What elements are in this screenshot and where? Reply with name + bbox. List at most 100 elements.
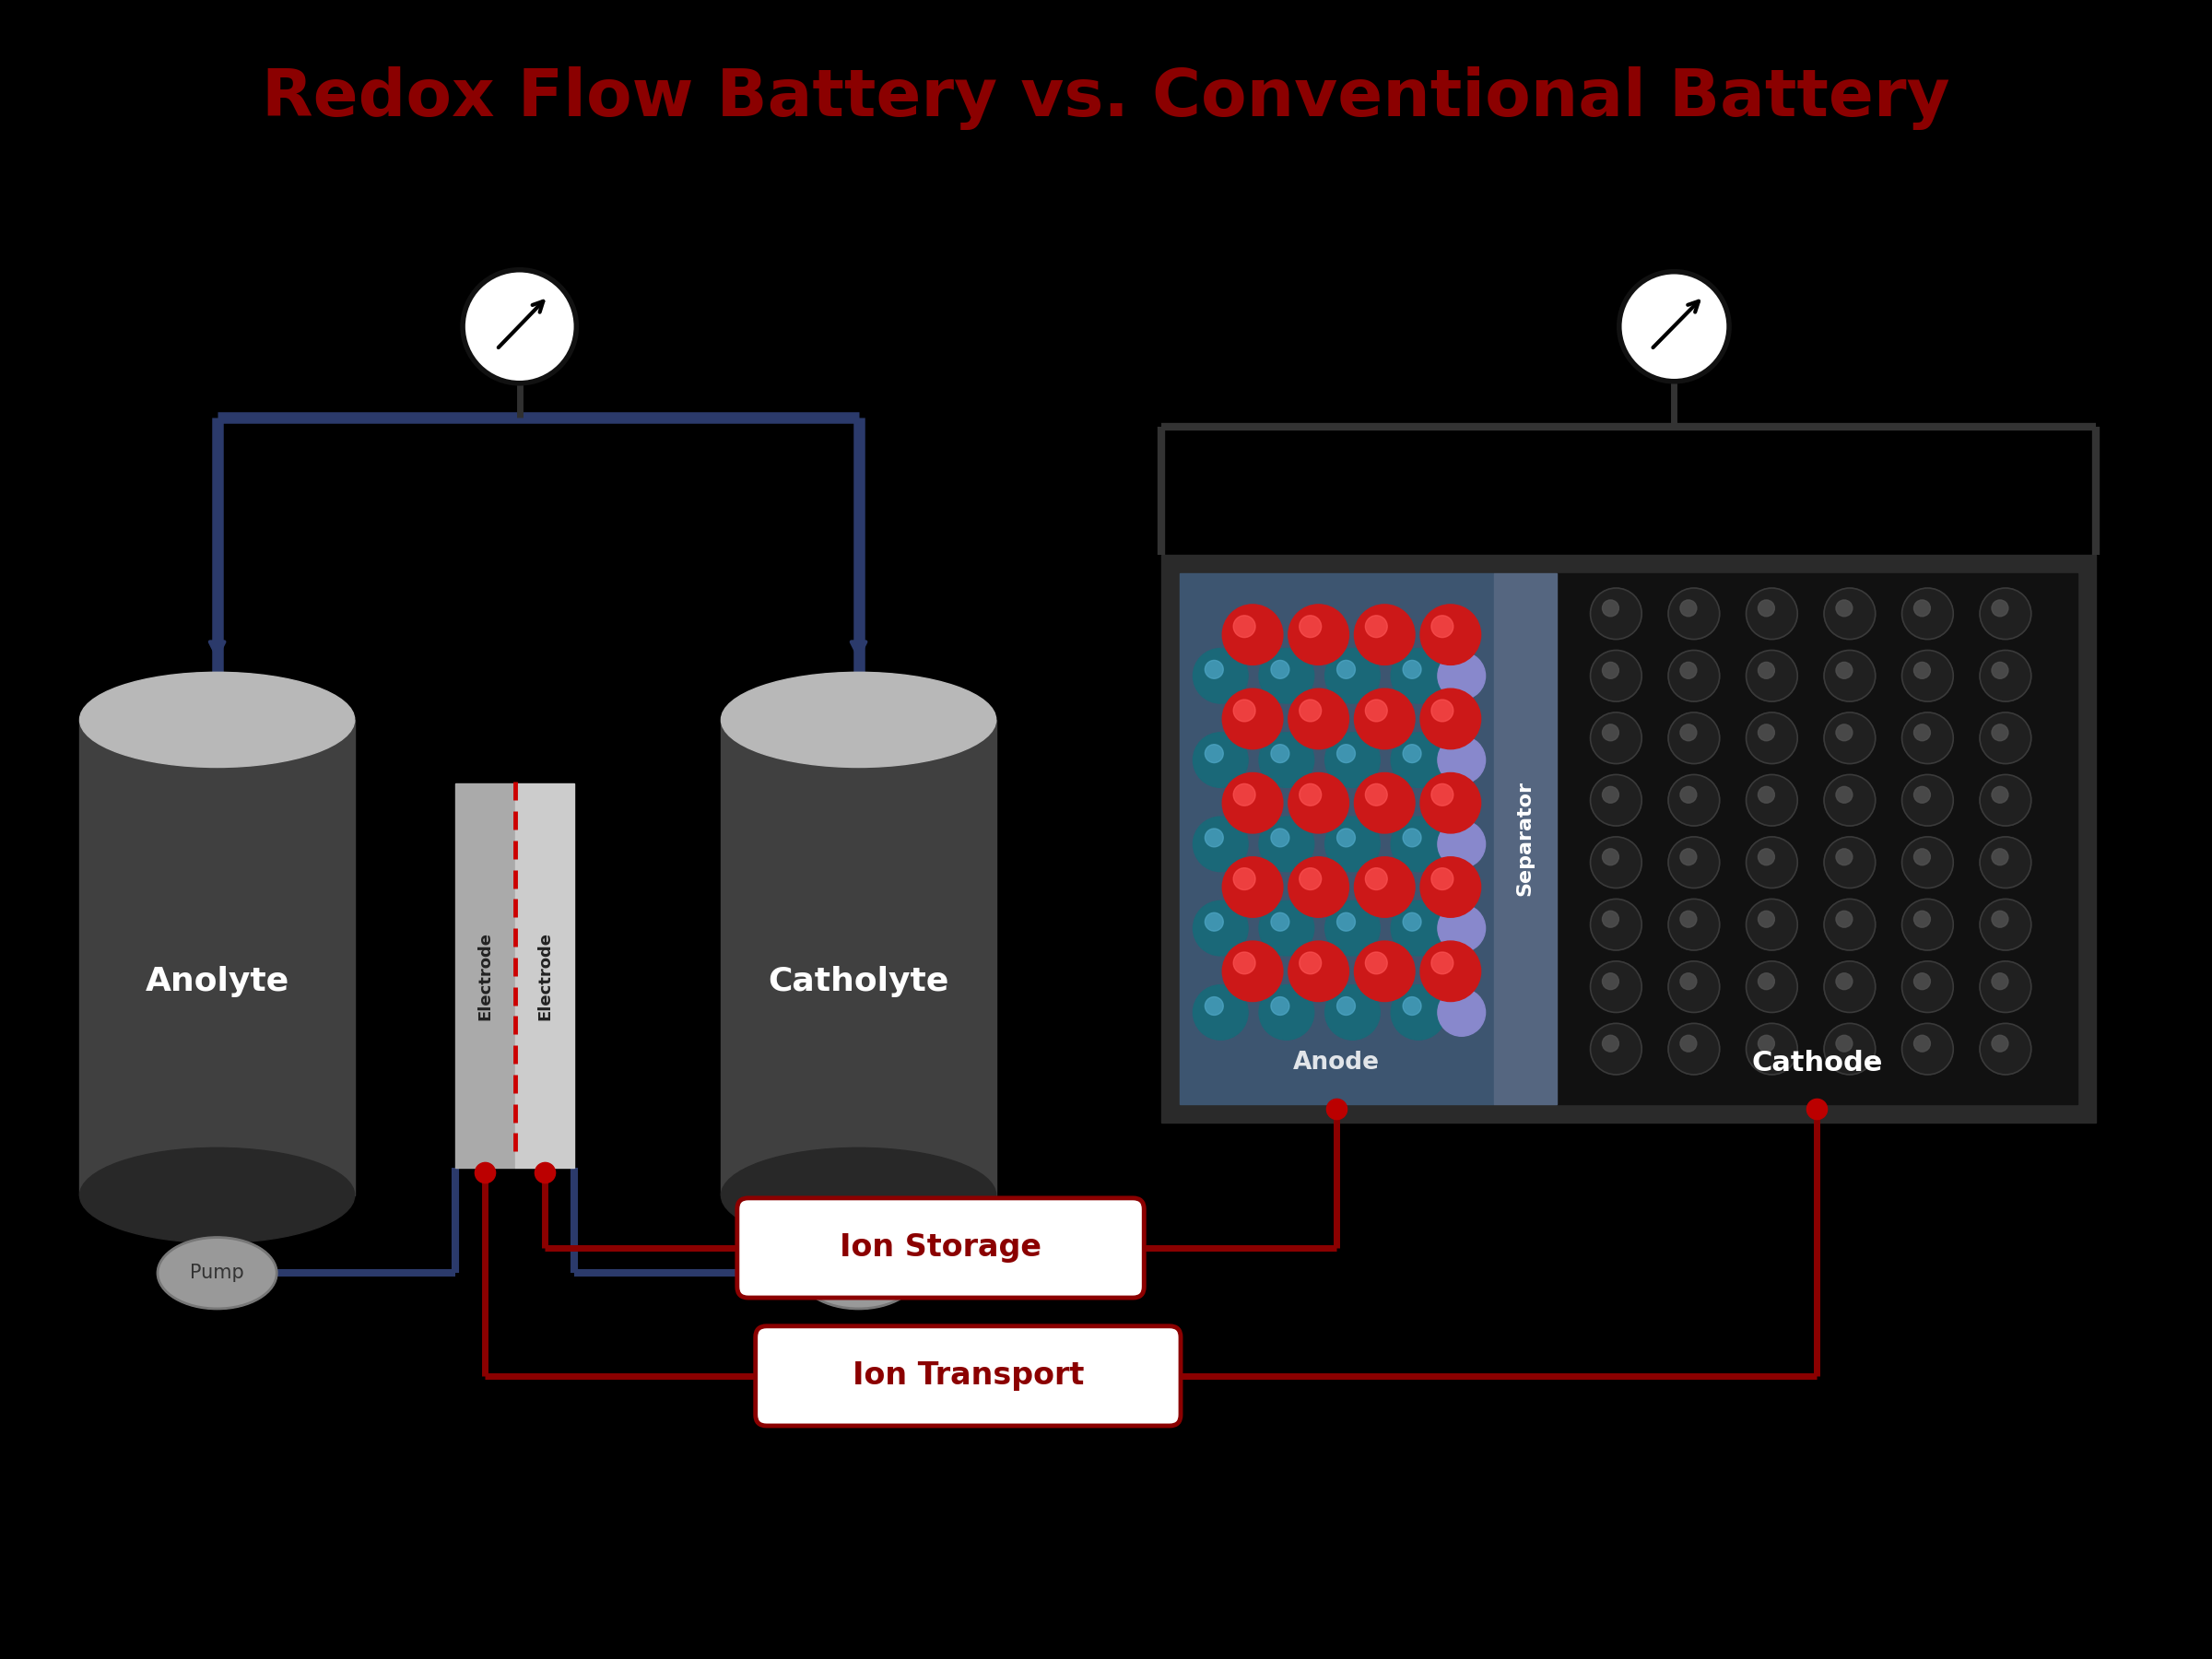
Circle shape bbox=[1223, 858, 1283, 917]
Circle shape bbox=[1668, 1024, 1719, 1075]
Circle shape bbox=[1759, 725, 1774, 742]
Circle shape bbox=[1759, 662, 1774, 679]
Text: Ion Transport: Ion Transport bbox=[852, 1360, 1084, 1392]
Circle shape bbox=[1601, 662, 1619, 679]
Circle shape bbox=[1206, 997, 1223, 1015]
Circle shape bbox=[1420, 941, 1480, 1002]
Circle shape bbox=[1272, 828, 1290, 846]
Circle shape bbox=[1902, 899, 1953, 951]
Circle shape bbox=[1836, 849, 1851, 864]
Circle shape bbox=[1902, 775, 1953, 826]
Text: Anode: Anode bbox=[1294, 1050, 1380, 1075]
Circle shape bbox=[1192, 649, 1248, 703]
Circle shape bbox=[1745, 587, 1798, 639]
Circle shape bbox=[1365, 615, 1387, 637]
Circle shape bbox=[1402, 660, 1422, 679]
Circle shape bbox=[1438, 652, 1486, 700]
Circle shape bbox=[1980, 587, 2031, 639]
Circle shape bbox=[1991, 725, 2008, 742]
Circle shape bbox=[1681, 974, 1697, 989]
Circle shape bbox=[1365, 783, 1387, 806]
Circle shape bbox=[1902, 587, 1953, 639]
Ellipse shape bbox=[721, 672, 995, 768]
Circle shape bbox=[1590, 650, 1641, 702]
Circle shape bbox=[1192, 816, 1248, 871]
Circle shape bbox=[1354, 604, 1416, 665]
Circle shape bbox=[1402, 828, 1422, 846]
Circle shape bbox=[1259, 649, 1314, 703]
Circle shape bbox=[1365, 700, 1387, 722]
Circle shape bbox=[1902, 961, 1953, 1012]
Circle shape bbox=[1745, 836, 1798, 888]
Circle shape bbox=[1272, 745, 1290, 763]
Ellipse shape bbox=[157, 1238, 276, 1309]
Circle shape bbox=[1902, 650, 1953, 702]
Bar bbox=[456, 783, 515, 1168]
Circle shape bbox=[1980, 961, 2031, 1012]
Circle shape bbox=[1259, 985, 1314, 1040]
Circle shape bbox=[1391, 816, 1447, 871]
Circle shape bbox=[1354, 941, 1416, 1002]
Circle shape bbox=[1825, 650, 1876, 702]
Circle shape bbox=[1825, 899, 1876, 951]
Circle shape bbox=[1745, 961, 1798, 1012]
Circle shape bbox=[1325, 985, 1380, 1040]
Circle shape bbox=[1234, 700, 1256, 722]
Bar bbox=[80, 720, 354, 1196]
Circle shape bbox=[1590, 961, 1641, 1012]
Circle shape bbox=[1681, 1035, 1697, 1052]
Circle shape bbox=[1223, 688, 1283, 748]
Circle shape bbox=[1759, 786, 1774, 803]
Circle shape bbox=[1913, 1035, 1931, 1052]
Circle shape bbox=[1438, 737, 1486, 783]
Circle shape bbox=[1365, 952, 1387, 974]
Circle shape bbox=[1420, 688, 1480, 748]
Circle shape bbox=[1913, 849, 1931, 864]
Circle shape bbox=[1298, 868, 1321, 889]
Circle shape bbox=[1913, 974, 1931, 989]
Circle shape bbox=[1681, 725, 1697, 742]
Circle shape bbox=[1192, 901, 1248, 956]
Circle shape bbox=[1402, 997, 1422, 1015]
Circle shape bbox=[1391, 985, 1447, 1040]
FancyBboxPatch shape bbox=[737, 1198, 1144, 1297]
Circle shape bbox=[1836, 725, 1851, 742]
Circle shape bbox=[1836, 1035, 1851, 1052]
Circle shape bbox=[1745, 1024, 1798, 1075]
Circle shape bbox=[462, 270, 577, 383]
Text: Cathode: Cathode bbox=[1752, 1050, 1882, 1077]
Circle shape bbox=[1287, 688, 1349, 748]
Bar bbox=[1161, 556, 2095, 1121]
Circle shape bbox=[1287, 604, 1349, 665]
Circle shape bbox=[1759, 601, 1774, 617]
Circle shape bbox=[1991, 849, 2008, 864]
Circle shape bbox=[1980, 836, 2031, 888]
Circle shape bbox=[1590, 775, 1641, 826]
Circle shape bbox=[1601, 786, 1619, 803]
Circle shape bbox=[1991, 601, 2008, 617]
Circle shape bbox=[1668, 775, 1719, 826]
Text: Redox Flow Battery vs. Conventional Battery: Redox Flow Battery vs. Conventional Batt… bbox=[261, 66, 1951, 129]
Circle shape bbox=[1336, 745, 1356, 763]
Circle shape bbox=[1681, 662, 1697, 679]
Circle shape bbox=[1590, 587, 1641, 639]
Circle shape bbox=[1681, 849, 1697, 864]
Ellipse shape bbox=[721, 1148, 995, 1243]
Circle shape bbox=[1991, 662, 2008, 679]
Circle shape bbox=[1980, 712, 2031, 763]
Circle shape bbox=[1354, 773, 1416, 833]
Circle shape bbox=[1438, 820, 1486, 868]
Circle shape bbox=[1431, 783, 1453, 806]
Circle shape bbox=[1759, 1035, 1774, 1052]
Circle shape bbox=[1325, 733, 1380, 788]
Circle shape bbox=[1590, 1024, 1641, 1075]
Circle shape bbox=[1420, 604, 1480, 665]
Circle shape bbox=[1234, 868, 1256, 889]
Circle shape bbox=[1365, 868, 1387, 889]
Circle shape bbox=[1825, 836, 1876, 888]
Circle shape bbox=[1234, 952, 1256, 974]
Circle shape bbox=[1272, 660, 1290, 679]
Circle shape bbox=[1354, 858, 1416, 917]
Circle shape bbox=[1420, 858, 1480, 917]
Circle shape bbox=[1259, 733, 1314, 788]
